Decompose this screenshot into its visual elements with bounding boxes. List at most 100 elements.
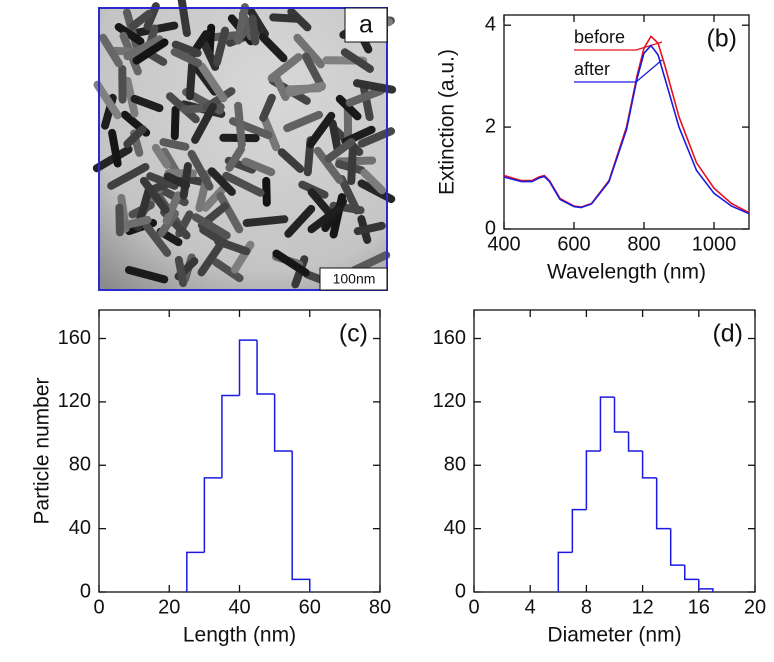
nanorod (283, 110, 324, 133)
x-tick-label: 60 (299, 596, 321, 618)
histogram-bar (238, 339, 258, 396)
nanorod (352, 79, 397, 94)
nanorod (191, 213, 231, 240)
label-box (344, 7, 388, 43)
y-tick-label: 40 (69, 517, 91, 539)
spectrum-line (503, 35, 750, 214)
nanorod (277, 148, 305, 173)
histogram-bar (698, 579, 714, 592)
nanorod (337, 175, 361, 215)
nanorod (132, 38, 169, 65)
nanorod (285, 84, 323, 94)
nanorod (118, 64, 127, 104)
nanorod (191, 102, 217, 144)
nanorod (115, 203, 124, 237)
legend-label: before (574, 27, 625, 47)
nanorod (142, 221, 172, 257)
nanorod (345, 86, 385, 107)
panel-label: a (359, 11, 373, 39)
x-tick-label: 800 (627, 233, 660, 255)
nanorod (187, 149, 214, 191)
nanorod (335, 94, 362, 121)
nanorod (284, 204, 316, 238)
nanorod (301, 52, 326, 91)
scale-bar-label: 100nm (333, 271, 376, 287)
legend-leader (574, 41, 663, 51)
nanorod (197, 62, 228, 103)
nanorod (151, 143, 172, 169)
nanorod (328, 119, 342, 153)
histogram-bar (203, 477, 222, 553)
x-tick-label: 12 (631, 596, 653, 618)
histogram-bar (627, 431, 643, 452)
nanorod (216, 191, 244, 234)
nanorod (159, 138, 190, 151)
nanorod (259, 93, 276, 122)
y-axis-label: Extinction (a.u.) (436, 49, 459, 195)
nanorod (293, 33, 325, 69)
nanorod (258, 33, 288, 63)
panel-label: (d) (712, 320, 743, 348)
nanorod (123, 125, 147, 148)
scale-box (319, 267, 388, 291)
histogram-bar (221, 394, 240, 478)
nanorod (116, 215, 152, 231)
x-tick-label: 0 (93, 596, 104, 618)
histogram-bar (655, 477, 671, 530)
nanorod (225, 145, 245, 172)
nanorod (242, 215, 289, 227)
histogram-bar (613, 397, 629, 433)
nanorod (241, 157, 276, 177)
y-tick-label: 40 (444, 517, 466, 539)
y-tick-label: 0 (80, 580, 91, 602)
x-tick-label: 1000 (692, 233, 737, 255)
y-tick-label: 0 (485, 217, 496, 239)
x-tick-label: 16 (688, 596, 710, 618)
x-tick-label: 600 (557, 233, 590, 255)
x-axis-label: Wavelength (nm) (547, 261, 706, 284)
nanorod (163, 172, 191, 190)
panel-label: (c) (339, 320, 368, 348)
nanorod (234, 3, 249, 45)
histogram-bar (684, 565, 699, 581)
y-tick-label: 0 (455, 580, 466, 602)
histogram-bar (641, 451, 657, 479)
x-tick-label: 80 (369, 596, 391, 618)
nanorod (272, 249, 310, 277)
y-tick-label: 120 (433, 390, 466, 412)
nanorod (93, 80, 122, 120)
nanorod (92, 145, 133, 173)
histogram-bar (669, 528, 685, 566)
nanorod (222, 171, 265, 197)
nanorod (123, 35, 164, 61)
x-axis-label: Diameter (nm) (547, 624, 681, 647)
y-tick-label: 120 (58, 390, 91, 412)
nanorod (146, 172, 179, 190)
nanorod (234, 101, 246, 149)
histogram-bar (571, 508, 587, 553)
x-tick-label: 8 (581, 596, 592, 618)
histogram-bar (557, 551, 573, 592)
nanorod (357, 127, 396, 148)
y-tick-label: 80 (69, 454, 91, 476)
nanorod (359, 83, 374, 122)
nanorod (170, 47, 203, 68)
nanorod (128, 9, 153, 31)
histogram-bar (585, 450, 601, 510)
nanorod (212, 258, 244, 283)
x-axis-label: Length (nm) (183, 624, 296, 647)
legend-label: after (574, 59, 610, 79)
histogram-bar (291, 451, 311, 592)
nanorod (262, 176, 271, 207)
x-tick-label: 20 (744, 596, 766, 618)
nanorod (306, 111, 336, 149)
nanorod (171, 40, 202, 58)
x-tick-label: 40 (228, 596, 250, 618)
nanorod (185, 60, 197, 101)
nanorod (248, 14, 260, 46)
y-tick-label: 2 (485, 115, 496, 137)
histogram-bar (186, 551, 205, 592)
nanorod (360, 168, 386, 195)
y-axis-label: Particle number (31, 377, 54, 524)
